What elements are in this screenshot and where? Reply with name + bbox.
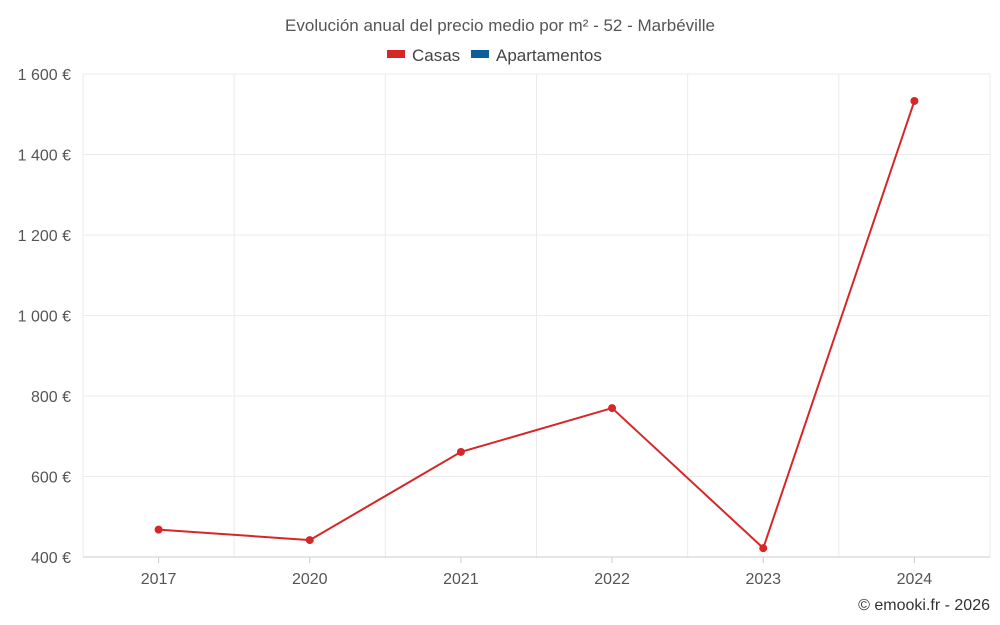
x-tick-label: 2022 [594,571,630,588]
y-tick-label: 1 600 € [18,67,71,84]
x-tick-label: 2021 [443,571,479,588]
data-point-casas[interactable] [759,544,768,553]
data-point-casas[interactable] [456,447,465,456]
data-point-casas[interactable] [154,525,163,534]
credit-text: © emooki.fr - 2026 [858,597,990,614]
legend-swatch-casas [387,50,405,58]
data-point-casas[interactable] [305,536,314,545]
legend: Casas Apartamentos [387,46,602,65]
series-line-casas [158,100,916,550]
y-tick-label: 1 400 € [18,148,71,165]
legend-label-apartamentos[interactable]: Apartamentos [496,46,602,65]
y-tick-label: 800 € [31,389,71,406]
data-point-casas[interactable] [608,404,617,413]
chart-title: Evolución anual del precio medio por m² … [285,16,715,35]
y-tick-label: 1 000 € [18,309,71,326]
legend-label-casas[interactable]: Casas [412,46,460,65]
y-tick-label: 1 200 € [18,228,71,245]
y-tick-label: 400 € [31,550,71,567]
x-tick-label: 2020 [292,571,328,588]
y-tick-label: 600 € [31,470,71,487]
data-point-casas[interactable] [910,96,919,105]
x-tick-label: 2017 [141,571,177,588]
x-tick-label: 2024 [897,571,933,588]
legend-swatch-apartamentos [471,50,489,58]
x-tick-label: 2023 [745,571,781,588]
